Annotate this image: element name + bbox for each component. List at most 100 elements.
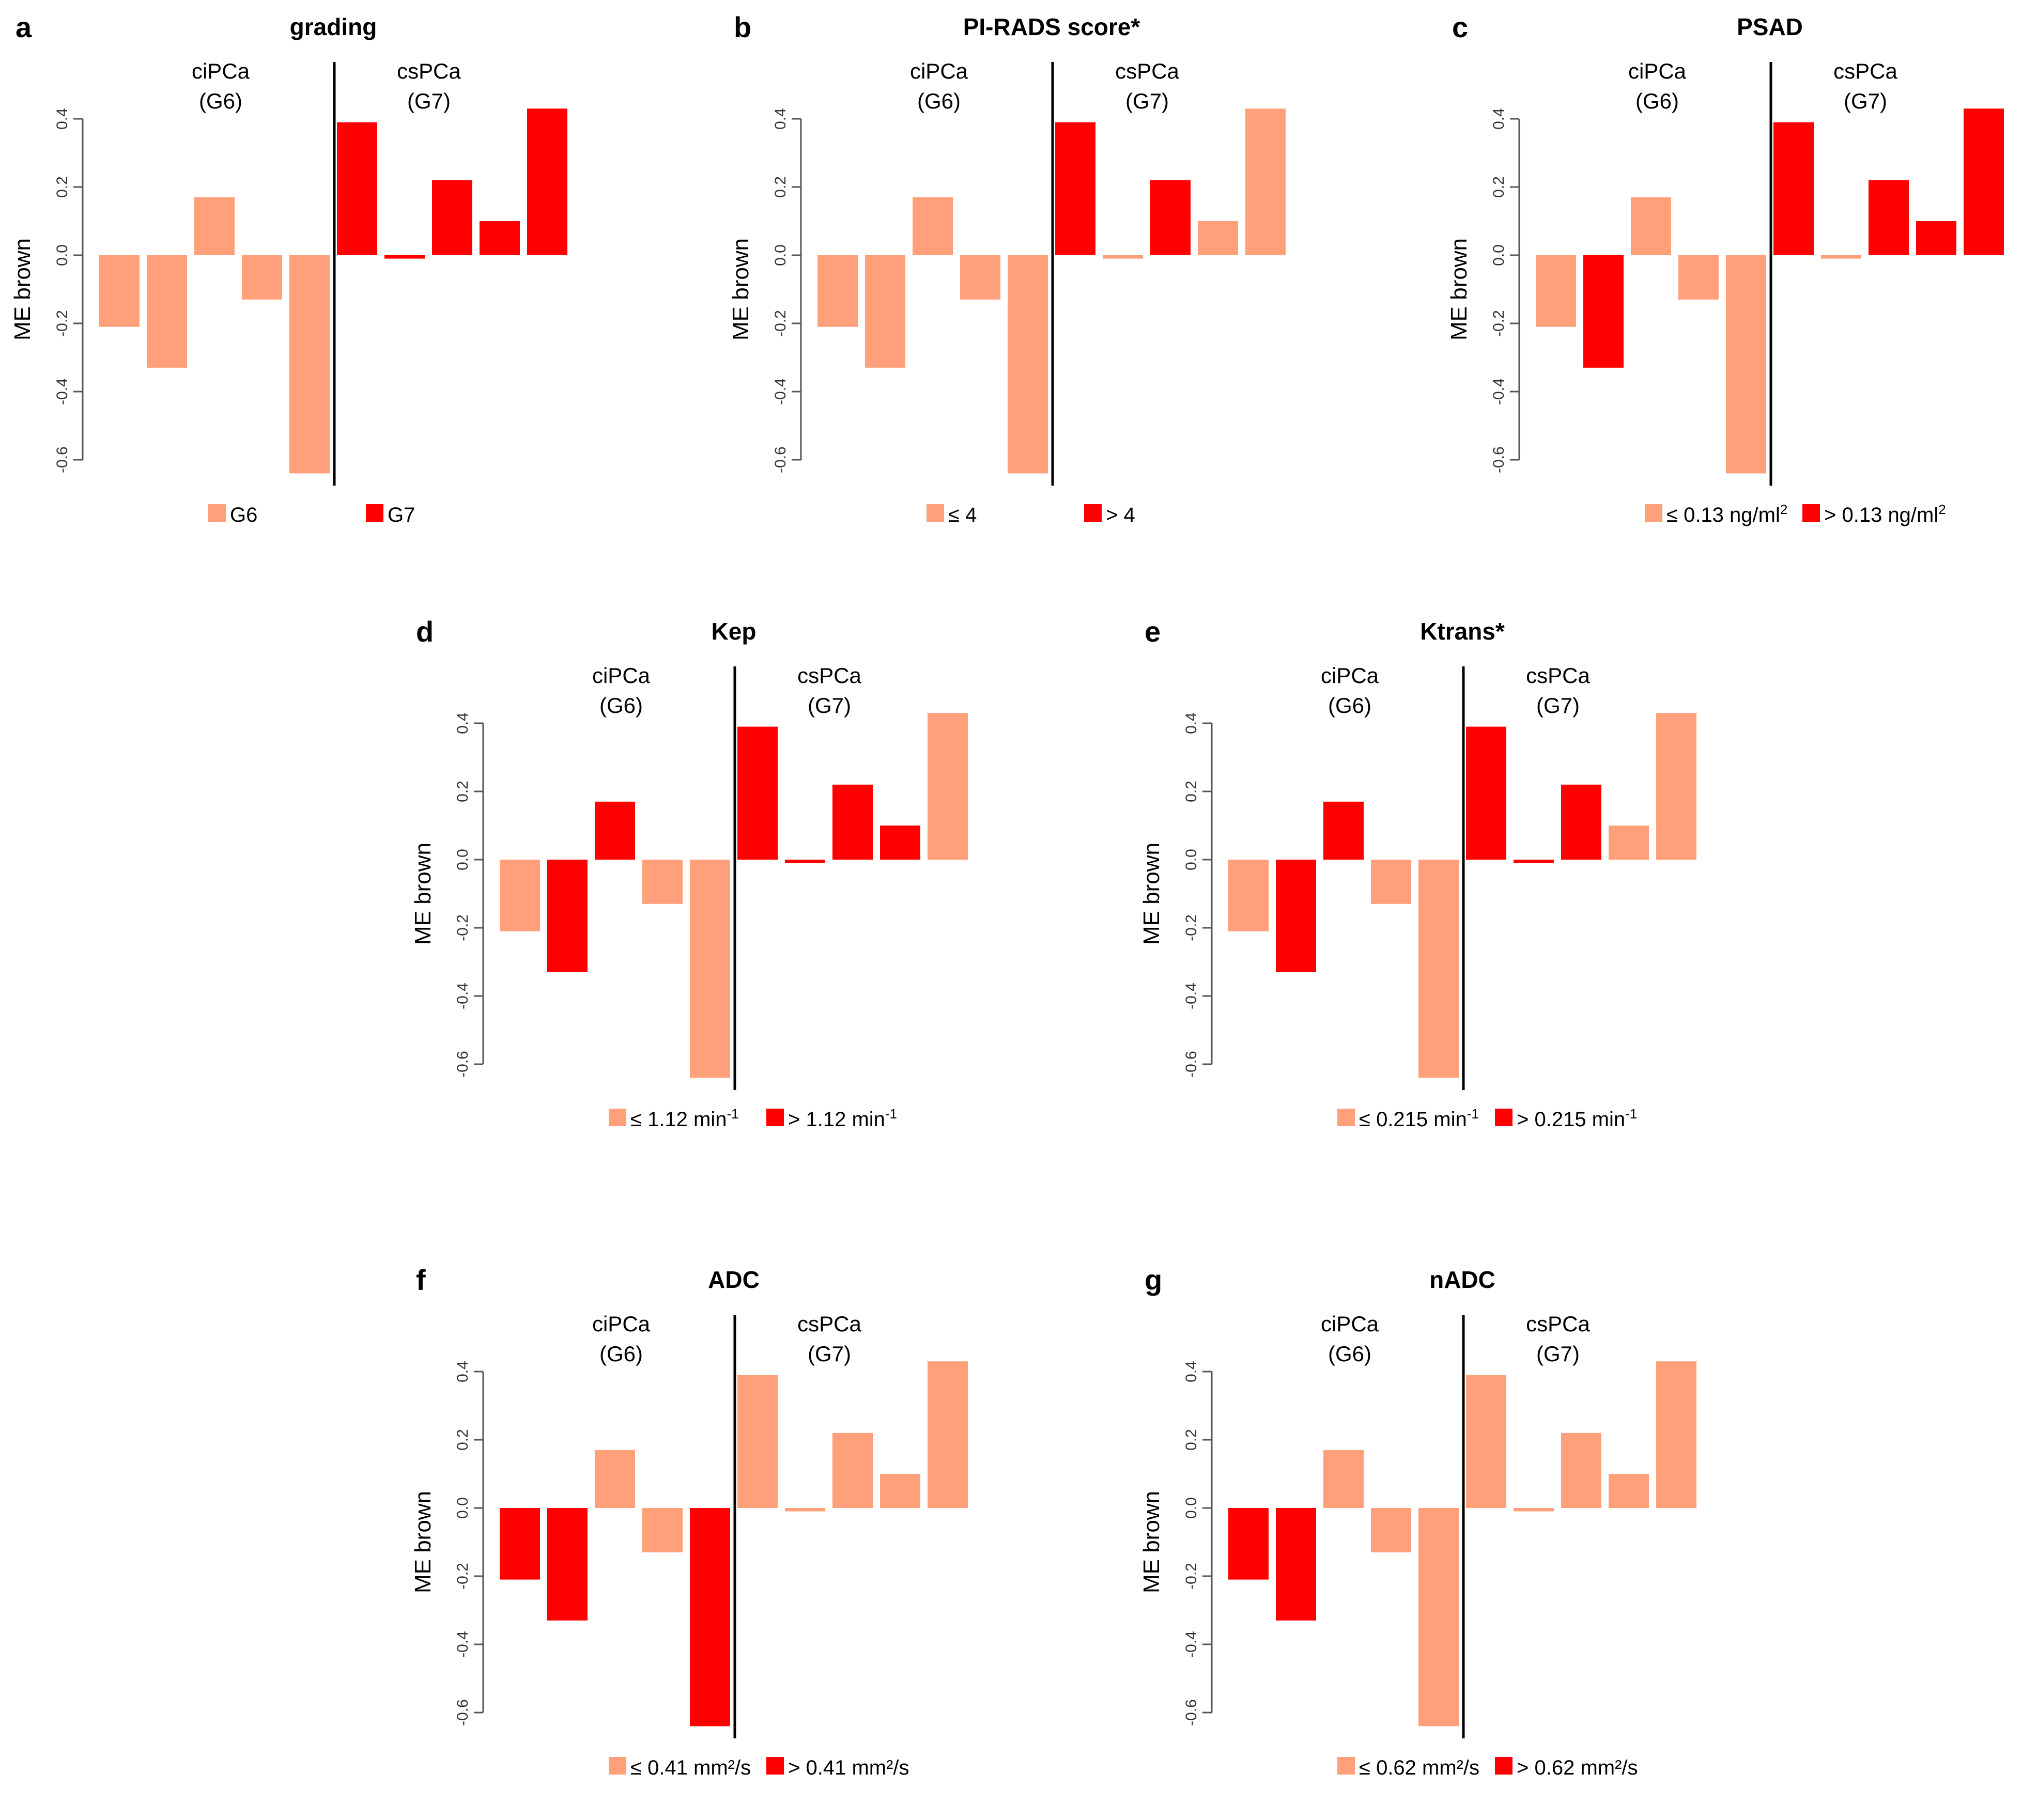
group-label: (G6) [599,1342,643,1366]
chart-title: PI-RADS score* [963,13,1140,40]
y-tick-label: 0.4 [772,108,789,130]
bar [1276,1508,1316,1621]
y-tick-label: -0.4 [772,378,789,405]
group-label: csPCa [1526,1312,1590,1336]
y-tick-label: 0.4 [54,108,71,130]
bar [785,1508,825,1512]
legend-label-text: > 0.41 mm²/s [788,1756,909,1779]
y-tick-label: -0.4 [1183,1631,1200,1658]
chart-panel-d: d Kep ciPCa (G6) csPCa (G7) 0.4 0.2 0.0 -0.2 -0.4 -… [410,615,968,1131]
y-axis-label: ME brown [410,1491,436,1593]
y-tick-label: -0.2 [454,1563,471,1590]
bar [595,801,635,860]
chart-title: nADC [1429,1266,1495,1293]
bar [1514,860,1554,863]
bar [928,713,968,860]
group-label: (G7) [407,89,451,113]
bar [1371,860,1411,904]
y-axis-label: ME brown [10,238,35,340]
bar [1773,122,1814,255]
bar [1228,860,1269,931]
y-tick-label: -0.6 [772,446,789,473]
legend-label-superscript: 2 [1938,502,1946,517]
legend-swatch [609,1109,626,1126]
legend-label: ≤ 0.215 min-1 [1359,1106,1479,1131]
bar [1103,255,1143,259]
y-axis-label: ME brown [1139,1491,1164,1593]
legend-label: G6 [230,504,257,526]
bar [1583,255,1624,368]
legend-label: ≤ 0.13 ng/ml2 [1666,502,1787,526]
legend-label: ≤ 4 [948,504,977,526]
bar [1245,108,1286,255]
chart-title: PSAD [1737,13,1803,40]
bar [595,1450,635,1508]
y-tick-label: -0.6 [1490,446,1507,473]
group-label: ciPCa [592,1312,651,1336]
chart-panel-g: g nADC ciPCa (G6) csPCa (G7) 0.4 0.2 0.0 -0.2 -0.4… [1139,1264,1696,1779]
y-tick-label: 0.0 [772,244,789,266]
y-tick-label: -0.4 [454,1631,471,1658]
y-axis-label: ME brown [1446,238,1472,340]
legend-label-text: ≤ 0.62 mm²/s [1359,1756,1479,1779]
panel-letter: a [16,11,32,43]
panel-letter: b [734,11,751,43]
y-tick-label: -0.4 [54,378,71,405]
y-tick-label: -0.2 [1183,914,1200,941]
y-tick-label: 0.0 [1490,244,1507,266]
legend-label: ≤ 0.41 mm²/s [630,1756,751,1779]
group-label: (G7) [1536,693,1580,718]
group-label: ciPCa [192,59,250,83]
legend-swatch [1337,1757,1355,1775]
legend-swatch [366,504,383,522]
bar [432,180,472,255]
legend-swatch [1802,504,1820,522]
legend-label-superscript: -1 [1467,1106,1479,1122]
panel-letter: d [416,615,434,648]
chart-panel-b: b PI-RADS score* ciPCa (G6) csPCa (G7) 0.4 0.2 0… [728,11,1286,526]
bar [1964,108,2004,255]
group-label: csPCa [797,1312,861,1336]
bar [1726,255,1766,474]
legend-swatch [1084,504,1102,522]
bar [1055,122,1095,255]
bar [832,784,873,860]
bar [147,255,187,368]
bar [1466,726,1506,860]
bar [1656,713,1696,860]
bar [960,255,1000,300]
bar [1609,826,1649,860]
group-label: (G6) [599,693,643,718]
legend-label-superscript: -1 [885,1106,897,1122]
bar [1561,1433,1601,1508]
bar [1466,1375,1506,1508]
bar [1418,1508,1459,1726]
y-tick-label: 0.4 [1183,1361,1200,1382]
bar [642,860,683,904]
legend-label: > 0.215 min-1 [1517,1106,1637,1131]
group-label: (G7) [1844,89,1887,113]
y-tick-label: -0.6 [1183,1051,1200,1078]
panel-letter: g [1145,1264,1162,1296]
legend-swatch [766,1757,784,1775]
y-axis-label: ME brown [410,843,436,945]
y-tick-label: 0.0 [454,1497,471,1519]
group-label: ciPCa [910,59,968,83]
bar [1678,255,1719,300]
legend-label-text: G6 [230,504,257,526]
y-tick-label: 0.4 [1490,108,1507,130]
y-tick-label: -0.4 [1490,378,1507,405]
legend-label: ≤ 0.62 mm²/s [1359,1756,1479,1779]
bar [1514,1508,1554,1512]
y-tick-label: 0.4 [1183,712,1200,734]
bar [1869,180,1909,255]
legend-label: ≤ 1.12 min-1 [630,1106,739,1131]
legend-swatch [766,1109,784,1126]
panel-letter: e [1145,615,1161,648]
bar [785,860,825,863]
bar [1916,221,1956,255]
group-label: (G7) [1125,89,1169,113]
legend-swatch [609,1757,626,1775]
group-label: ciPCa [1321,1312,1379,1336]
